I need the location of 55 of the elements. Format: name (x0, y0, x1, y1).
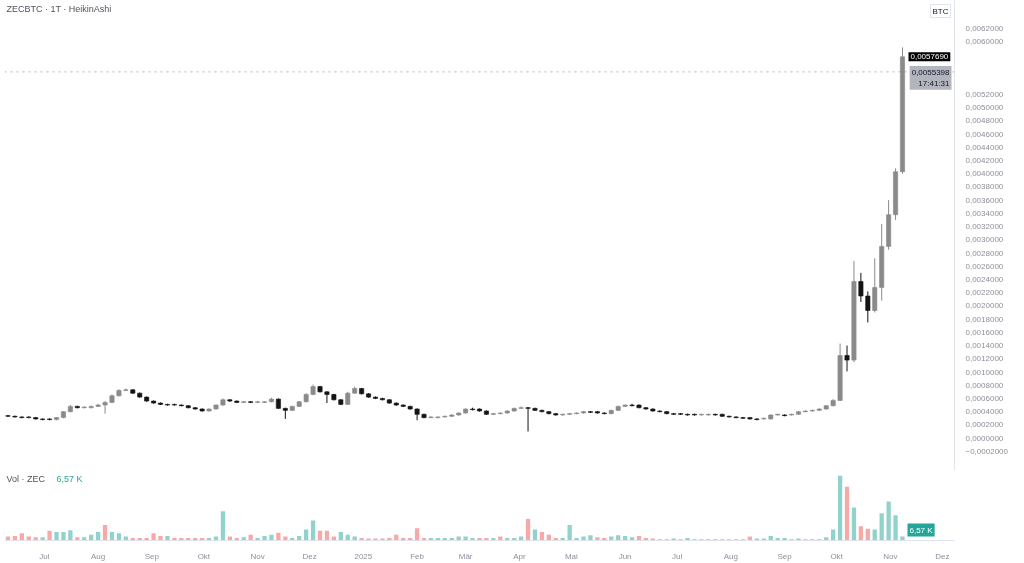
y-tick-label: 0,0020000 (965, 301, 1004, 311)
y-tick-label: 0,0044000 (965, 142, 1004, 152)
x-tick-label: Jul (672, 551, 683, 561)
y-tick-label: 0,0036000 (965, 195, 1004, 205)
y-tick-label: 0,0016000 (965, 327, 1004, 337)
annotation: 6,57 K (909, 525, 934, 535)
annotation: 0,0057690 (910, 52, 949, 62)
y-tick-label: 0,0050000 (965, 103, 1004, 113)
x-tick-label: Jul (39, 551, 50, 561)
y-tick-label: 0,0030000 (965, 235, 1004, 245)
y-tick-label: 0,0062000 (965, 23, 1004, 33)
x-tick-label: Jun (618, 551, 632, 561)
x-tick-label: Mär (458, 551, 473, 561)
x-tick-label: Feb (410, 551, 425, 561)
chart-subtitle: 6,57 K (56, 473, 83, 484)
y-tick-label: 0,0022000 (965, 288, 1004, 298)
y-tick-label: 0,0032000 (965, 222, 1004, 232)
x-tick-label: 2025 (354, 551, 373, 561)
y-tick-label: 0,0046000 (965, 129, 1004, 139)
y-tick-label: 0,0006000 (965, 393, 1004, 403)
y-tick-label: 0,0060000 (965, 36, 1004, 46)
x-tick-label: Dez (935, 551, 950, 561)
x-tick-label: Okt (197, 551, 211, 561)
y-tick-label: 0,0038000 (965, 182, 1004, 192)
x-tick-label: Nov (883, 551, 898, 561)
y-tick-label: 0,0010000 (965, 367, 1004, 377)
y-tick-label: 0,0040000 (965, 169, 1004, 179)
y-tick-label: 0,0024000 (965, 274, 1004, 284)
y-tick-label: 0,0002000 (965, 420, 1004, 430)
y-tick-label: 0,0026000 (965, 261, 1004, 271)
y-tick-label: 0,0042000 (965, 155, 1004, 165)
y-tick-label: 0,0008000 (965, 380, 1004, 390)
annotation: BTC (932, 6, 949, 16)
x-tick-label: Dez (302, 551, 317, 561)
x-tick-label: Sep (777, 551, 793, 561)
y-tick-label: 0,0048000 (965, 116, 1004, 126)
x-tick-label: Aug (91, 551, 106, 561)
chart-title: ZECBTC · 1T · HeikinAshi (6, 3, 112, 14)
y-tick-label: 0,0012000 (965, 354, 1004, 364)
x-tick-label: Aug (723, 551, 738, 561)
y-tick-label: 0,0000000 (965, 433, 1004, 443)
y-tick-label: −0,0002000 (965, 446, 1009, 456)
x-tick-label: Sep (144, 551, 160, 561)
y-tick-label: 0,0052000 (965, 89, 1004, 99)
y-tick-label: 0,0014000 (965, 341, 1004, 351)
x-tick-label: Okt (830, 551, 844, 561)
chart-title: Vol · ZEC (6, 473, 46, 484)
y-tick-label: 0,0004000 (965, 407, 1004, 417)
ref-line-label: 0,0055398 17:41:31 (911, 67, 951, 88)
y-tick-label: 0,0028000 (965, 248, 1004, 258)
x-tick-label: Mai (564, 551, 579, 561)
y-tick-label: 0,0034000 (965, 208, 1004, 218)
y-tick-label: 0,0018000 (965, 314, 1004, 324)
x-tick-label: Nov (250, 551, 265, 561)
x-tick-label: Apr (513, 551, 526, 561)
